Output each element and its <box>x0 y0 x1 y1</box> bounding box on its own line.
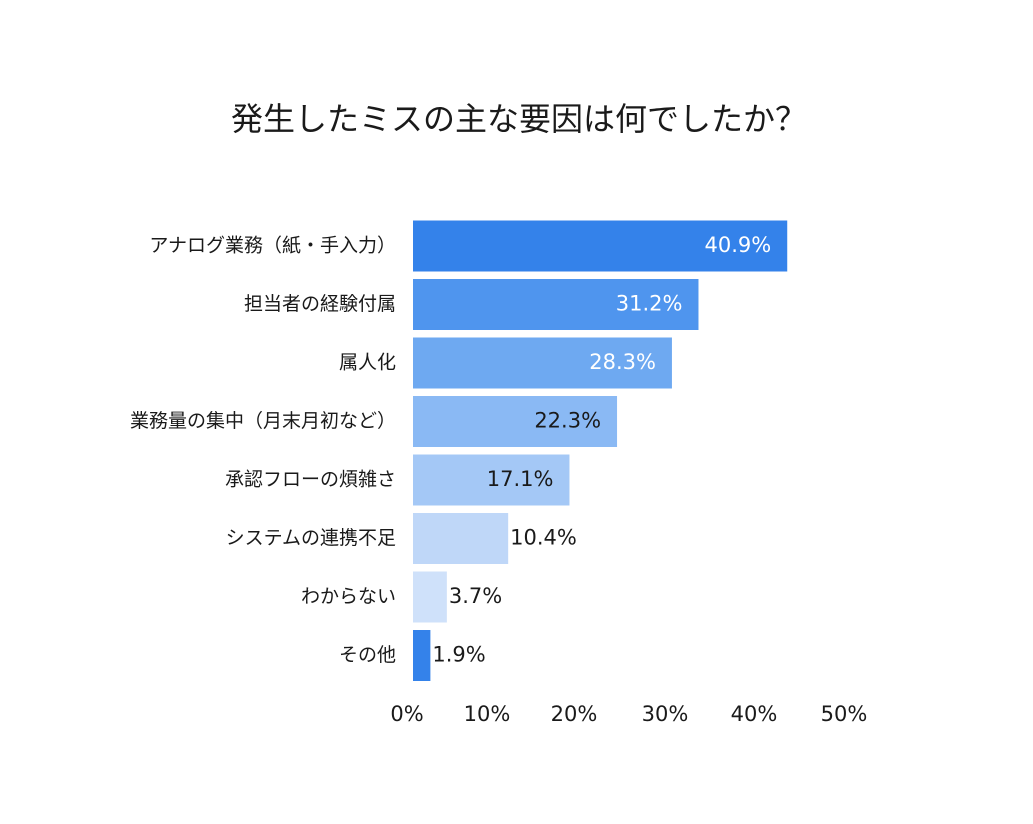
bar <box>413 513 509 564</box>
bar-group: 業務量の集中（月末月初など） 22.3% <box>130 396 618 447</box>
value-label: 17.1% <box>487 467 554 491</box>
bars-layer: アナログ業務（紙・手入力） 40.9% 担当者の経験付属 31.2% 属人化 28.3% 業… <box>130 220 788 681</box>
category-label: 担当者の経験付属 <box>244 293 396 315</box>
x-tick-label: 10% <box>464 702 511 726</box>
bar-group: システムの連携不足 10.4% <box>226 513 577 564</box>
bar <box>413 220 788 272</box>
x-tick-label: 50% <box>821 702 868 726</box>
value-label: 31.2% <box>616 292 683 316</box>
x-tick-label: 40% <box>731 702 778 726</box>
value-label: 10.4% <box>510 526 577 550</box>
bar <box>413 396 618 447</box>
value-label: 1.9% <box>432 643 485 667</box>
x-tick-label: 20% <box>551 702 598 726</box>
x-tick-label: 0% <box>390 702 423 726</box>
bar-group: わからない 3.7% <box>301 571 502 623</box>
bar-group: 承認フローの煩雑さ 17.1% <box>225 454 570 506</box>
category-label: その他 <box>339 644 396 666</box>
category-label: 属人化 <box>339 352 396 374</box>
x-axis: 0% 10% 20% 30% 40% 50% <box>390 702 867 726</box>
chart-title: 発生したミスの主な要因は何でしたか？ <box>231 100 807 138</box>
x-tick-label: 30% <box>642 702 689 726</box>
bar <box>413 337 672 389</box>
category-label: 承認フローの煩雑さ <box>225 469 396 491</box>
bar <box>413 571 447 623</box>
bar <box>413 279 699 330</box>
value-label: 3.7% <box>449 584 502 608</box>
bar-group: その他 1.9% <box>339 630 486 681</box>
bar-group: 属人化 28.3% <box>339 337 672 389</box>
value-label: 28.3% <box>589 350 656 374</box>
bar-group: アナログ業務（紙・手入力） 40.9% <box>149 220 788 272</box>
category-label: わからない <box>301 586 396 608</box>
value-label: 40.9% <box>705 233 772 257</box>
category-label: システムの連携不足 <box>226 527 396 549</box>
category-label: アナログ業務（紙・手入力） <box>149 235 396 257</box>
bar <box>413 454 570 506</box>
bar-group: 担当者の経験付属 31.2% <box>244 279 699 330</box>
value-label: 22.3% <box>534 409 601 433</box>
bar <box>413 630 431 681</box>
category-label: 業務量の集中（月末月初など） <box>130 410 396 432</box>
